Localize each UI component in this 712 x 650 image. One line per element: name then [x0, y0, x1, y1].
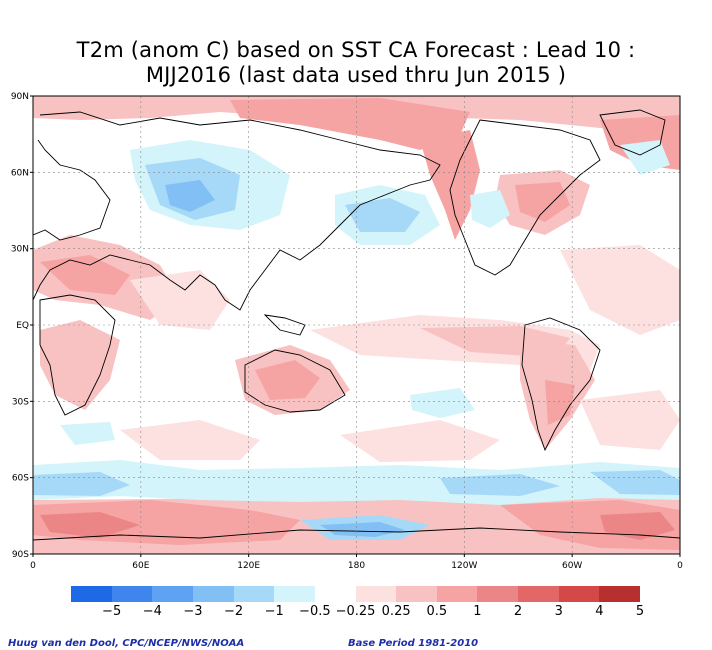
legend-label: −0.25: [335, 604, 376, 619]
legend-label: −1: [264, 604, 284, 619]
legend-label: 0.25: [381, 604, 411, 619]
legend-label: −3: [183, 604, 203, 619]
latitude-axis: 90N 60N 30N EQ 30S 60S 90S: [11, 92, 33, 560]
legend-label: −4: [142, 604, 162, 619]
legend-color-swatch: [599, 586, 641, 602]
legend-label: 3: [554, 604, 563, 619]
lat-tick-label: 90S: [12, 550, 29, 560]
legend-color-swatch: [274, 586, 316, 602]
lon-tick-label: 120E: [237, 561, 260, 571]
legend-color-swatch: [355, 586, 397, 602]
lat-tick-label: 60S: [12, 474, 29, 484]
map-title-line-1: T2m (anom C) based on SST CA Forecast : …: [76, 38, 636, 62]
legend-color-swatch: [396, 586, 438, 602]
lat-tick-label: 60N: [11, 168, 29, 178]
lon-tick-label: 0: [677, 561, 683, 571]
lat-tick-label: 90N: [11, 92, 29, 102]
legend-label: −2: [223, 604, 244, 619]
legend-color-swatch: [314, 586, 356, 602]
warm-anomaly-regions: [33, 96, 680, 554]
legend-color-swatch: [152, 586, 194, 602]
legend-color-swatch: [518, 586, 560, 602]
legend-label: 2: [513, 604, 523, 619]
lat-tick-label: EQ: [16, 321, 29, 331]
base-period-text: Base Period 1981-2010: [348, 638, 479, 649]
map-gridlines: [33, 96, 680, 554]
longitude-axis: 0 60E 120E 180 120W 60W 0: [30, 554, 683, 571]
credit-text: Huug van den Dool, CPC/NCEP/NWS/NOAA: [8, 638, 245, 649]
legend-label: 1: [473, 604, 482, 619]
legend-color-swatch: [71, 586, 113, 602]
legend-color-swatch: [477, 586, 519, 602]
legend-label: −5: [102, 604, 122, 619]
legend-label: 0.5: [426, 604, 448, 619]
legend-color-swatch: [233, 586, 275, 602]
lon-tick-label: 60E: [132, 561, 149, 571]
lon-tick-label: 120W: [451, 561, 477, 571]
lat-tick-label: 30N: [11, 245, 29, 255]
legend-color-swatch: [436, 586, 478, 602]
legend-label: −0.5: [299, 604, 331, 619]
legend-color-swatch: [558, 586, 600, 602]
continent-outlines: [33, 109, 680, 541]
lat-tick-label: 30S: [12, 397, 29, 407]
legend-label: 4: [595, 604, 604, 619]
map-title-line-2: MJJ2016 (last data used thru Jun 2015 ): [145, 63, 567, 87]
legend-color-swatch: [111, 586, 153, 602]
legend-label: 5: [635, 604, 645, 619]
legend-color-swatch: [192, 586, 235, 602]
lon-tick-label: 180: [348, 561, 365, 571]
lon-tick-label: 60W: [562, 561, 582, 571]
lon-tick-label: 0: [30, 561, 36, 571]
